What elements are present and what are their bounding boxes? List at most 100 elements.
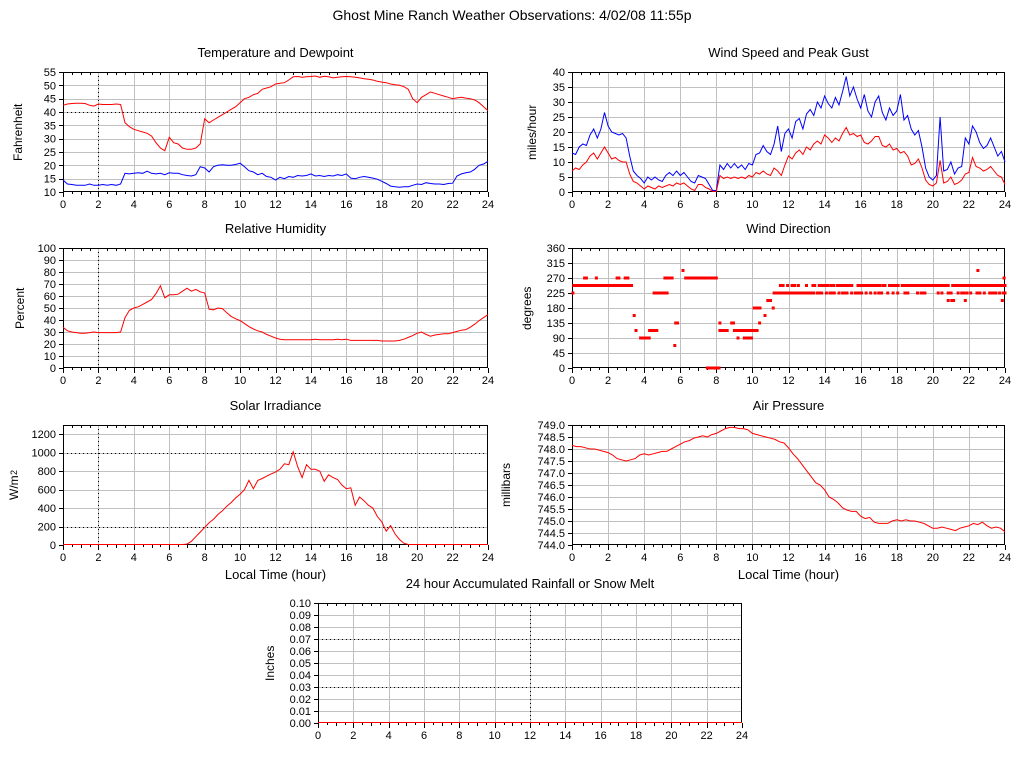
- svg-text:0: 0: [569, 552, 575, 564]
- svg-text:2: 2: [95, 375, 101, 387]
- y-axis-label: Percent: [13, 287, 27, 329]
- svg-text:24: 24: [999, 199, 1011, 211]
- y-axis-label: degrees: [520, 286, 534, 330]
- svg-text:10: 10: [553, 157, 565, 169]
- chart-title: Temperature and Dewpoint: [197, 45, 354, 60]
- svg-text:100: 100: [38, 243, 56, 255]
- svg-text:0: 0: [559, 187, 565, 199]
- svg-text:6: 6: [166, 199, 172, 211]
- svg-text:18: 18: [891, 552, 903, 564]
- svg-text:50: 50: [44, 303, 56, 315]
- rainfall-plot: 0 2 4 6 8 10 12 14 16 18 20 22 240.000.010.020.030.0…: [290, 598, 749, 742]
- chart-wind-direction: Wind Direction degrees 0 2 4 6 8 10 12 14 16 18 20…: [520, 221, 1011, 387]
- svg-text:0.10: 0.10: [290, 598, 311, 610]
- svg-text:180: 180: [547, 303, 565, 315]
- svg-text:0: 0: [60, 552, 66, 564]
- svg-text:22: 22: [963, 199, 975, 211]
- svg-text:0.07: 0.07: [290, 634, 311, 646]
- svg-text:24: 24: [482, 552, 494, 564]
- svg-text:0: 0: [315, 730, 321, 742]
- svg-text:2: 2: [605, 375, 611, 387]
- svg-text:35: 35: [44, 120, 56, 132]
- chart-title: Solar Irradiance: [229, 398, 322, 413]
- solar-irradiance-plot: 0 2 4 6 8 10 12 14 16 18 20 22 240200400600800100012…: [32, 425, 494, 564]
- svg-text:2: 2: [95, 199, 101, 211]
- svg-text:14: 14: [305, 199, 317, 211]
- svg-text:20: 20: [665, 730, 677, 742]
- svg-text:8: 8: [713, 199, 719, 211]
- svg-text:22: 22: [963, 375, 975, 387]
- svg-text:30: 30: [44, 134, 56, 146]
- svg-text:14: 14: [818, 199, 830, 211]
- svg-text:10: 10: [234, 552, 246, 564]
- svg-text:4: 4: [641, 552, 647, 564]
- svg-text:20: 20: [44, 339, 56, 351]
- svg-text:22: 22: [446, 375, 458, 387]
- svg-text:22: 22: [446, 199, 458, 211]
- svg-text:6: 6: [677, 375, 683, 387]
- svg-text:40: 40: [44, 315, 56, 327]
- chart-rainfall: 24 hour Accumulated Rainfall or Snow Mel…: [263, 576, 749, 742]
- svg-text:90: 90: [553, 333, 565, 345]
- svg-text:748.0: 748.0: [537, 444, 565, 456]
- svg-text:0.08: 0.08: [290, 622, 311, 634]
- svg-text:16: 16: [340, 552, 352, 564]
- svg-text:20: 20: [927, 552, 939, 564]
- chart-title: Air Pressure: [752, 398, 825, 413]
- air-pressure-plot: 0 2 4 6 8 10 12 14 16 18 20 22 24744.0744.5745.0745.…: [537, 420, 1011, 564]
- chart-title: Wind Direction: [746, 221, 831, 236]
- svg-text:600: 600: [38, 485, 56, 497]
- svg-text:135: 135: [547, 318, 565, 330]
- svg-text:2: 2: [605, 552, 611, 564]
- svg-text:24: 24: [736, 730, 748, 742]
- svg-text:15: 15: [553, 142, 565, 154]
- svg-text:24: 24: [999, 552, 1011, 564]
- svg-text:80: 80: [44, 267, 56, 279]
- svg-text:0: 0: [569, 375, 575, 387]
- svg-text:0: 0: [569, 199, 575, 211]
- svg-text:18: 18: [376, 199, 388, 211]
- chart-relative-humidity: Relative Humidity Percent 0 2 4 6 8 10 12 14 16 1…: [13, 221, 494, 387]
- svg-text:0: 0: [60, 375, 66, 387]
- svg-text:18: 18: [891, 375, 903, 387]
- svg-text:14: 14: [818, 552, 830, 564]
- svg-text:200: 200: [38, 522, 56, 534]
- svg-text:60: 60: [44, 291, 56, 303]
- svg-text:2: 2: [95, 552, 101, 564]
- svg-text:10: 10: [44, 187, 56, 199]
- svg-text:6: 6: [421, 730, 427, 742]
- svg-text:12: 12: [782, 552, 794, 564]
- svg-text:0.06: 0.06: [290, 646, 311, 658]
- svg-text:16: 16: [340, 375, 352, 387]
- svg-text:45: 45: [553, 348, 565, 360]
- relative-humidity-plot: 0 2 4 6 8 10 12 14 16 18 20 22 240102030405060708090…: [38, 243, 494, 387]
- svg-text:20: 20: [44, 160, 56, 172]
- svg-text:748.5: 748.5: [537, 432, 565, 444]
- svg-text:24: 24: [482, 375, 494, 387]
- svg-text:20: 20: [927, 199, 939, 211]
- svg-text:40: 40: [553, 67, 565, 79]
- svg-text:35: 35: [553, 82, 565, 94]
- svg-text:18: 18: [376, 552, 388, 564]
- svg-text:10: 10: [746, 375, 758, 387]
- svg-text:745.0: 745.0: [537, 516, 565, 528]
- svg-text:14: 14: [305, 552, 317, 564]
- svg-text:16: 16: [855, 199, 867, 211]
- svg-text:2: 2: [605, 199, 611, 211]
- y-axis-label: millibars: [499, 463, 513, 508]
- svg-text:0.09: 0.09: [290, 610, 311, 622]
- svg-text:8: 8: [202, 552, 208, 564]
- chart-title: Relative Humidity: [224, 221, 327, 236]
- svg-text:10: 10: [44, 351, 56, 363]
- svg-text:1000: 1000: [32, 448, 56, 460]
- svg-text:25: 25: [553, 112, 565, 124]
- svg-text:5: 5: [559, 172, 565, 184]
- svg-text:8: 8: [713, 552, 719, 564]
- svg-text:400: 400: [38, 503, 56, 515]
- svg-text:746.0: 746.0: [537, 492, 565, 504]
- svg-text:20: 20: [411, 375, 423, 387]
- svg-text:6: 6: [677, 199, 683, 211]
- chart-solar-irradiance: Solar Irradiance W/m 2 0 2 4 6 8 10 12 14 16 18 20 2…: [7, 398, 494, 582]
